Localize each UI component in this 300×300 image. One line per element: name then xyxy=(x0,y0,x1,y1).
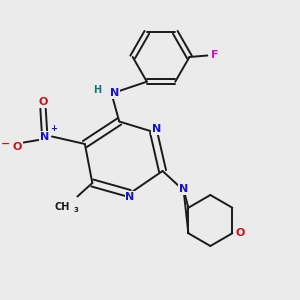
Text: O: O xyxy=(13,142,22,152)
Text: 3: 3 xyxy=(74,207,78,213)
Text: −: − xyxy=(1,139,10,149)
Text: CH: CH xyxy=(55,202,70,212)
Text: O: O xyxy=(38,97,48,107)
Text: O: O xyxy=(235,228,244,238)
Text: N: N xyxy=(110,88,119,98)
Text: H: H xyxy=(93,85,101,95)
Text: N: N xyxy=(179,184,188,194)
Text: CH: CH xyxy=(55,202,70,212)
Text: +: + xyxy=(50,124,57,134)
Text: N: N xyxy=(40,131,49,142)
Text: N: N xyxy=(152,124,161,134)
Text: F: F xyxy=(211,50,219,61)
Text: N: N xyxy=(125,191,134,202)
